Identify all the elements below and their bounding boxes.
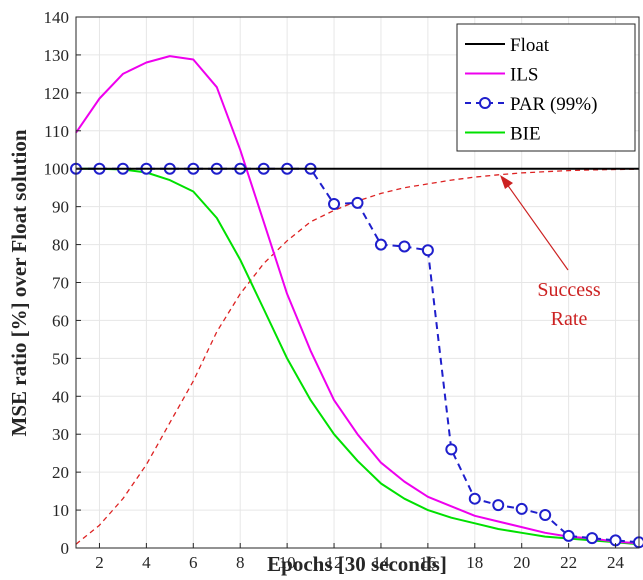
ticks: 2 4 6 8 10 12 14 16 18 20 22 2401020304050607080901… <box>44 8 625 572</box>
y-tick-label: 80 <box>52 236 69 255</box>
y-tick-label: 30 <box>52 425 69 444</box>
y-tick-label: 10 <box>52 501 69 520</box>
legend-box <box>456 23 636 152</box>
par-marker <box>468 492 481 505</box>
annotation-arrow-head <box>500 175 513 189</box>
x-tick-label: 12 <box>326 553 343 572</box>
legend: Float ILS PAR (99%) BIE <box>456 23 636 152</box>
x-axis-title: Epochs [30 seconds] <box>267 552 447 576</box>
x-tick-label: 4 <box>142 553 151 572</box>
x-tick-label: 2 <box>95 553 104 572</box>
x-tick-label: 18 <box>466 553 483 572</box>
par-marker <box>515 502 528 515</box>
par-marker <box>351 196 364 209</box>
y-tick-label: 100 <box>44 160 70 179</box>
series-line-1 <box>75 55 640 545</box>
y-tick-label: 140 <box>44 8 70 27</box>
legend-label: PAR (99%) <box>510 94 597 115</box>
y-tick-label: 70 <box>52 274 69 293</box>
y-axis-title: MSE ratio [%] over Float solution <box>7 129 31 436</box>
x-tick-label: 8 <box>236 553 245 572</box>
par-marker <box>421 244 434 257</box>
y-tick-label: 50 <box>52 349 69 368</box>
par-marker <box>562 529 575 542</box>
par-marker <box>328 197 341 210</box>
legend-label: BIE <box>510 124 541 145</box>
y-tick-label: 0 <box>61 539 70 558</box>
legend-label: ILS <box>510 65 539 86</box>
y-tick-label: 40 <box>52 387 69 406</box>
par-marker <box>398 240 411 253</box>
legend-label: Float <box>510 35 550 56</box>
series-line-3 <box>76 167 640 546</box>
annotation-arrow-line <box>503 179 569 271</box>
par-marker <box>492 499 505 512</box>
y-tick-label: 130 <box>44 46 70 65</box>
par-marker <box>374 238 387 251</box>
success-rate-annotation: Success Rate <box>500 175 601 330</box>
series-layer <box>70 55 643 549</box>
y-tick-label: 120 <box>44 84 70 103</box>
x-tick-label: 16 <box>419 553 436 572</box>
y-tick-label: 20 <box>52 463 69 482</box>
y-tick-label: 60 <box>52 311 69 330</box>
legend-marker <box>479 97 491 109</box>
x-tick-label: 6 <box>189 553 198 572</box>
x-tick-label: 20 <box>513 553 530 572</box>
par-marker <box>586 532 599 545</box>
x-tick-label: 22 <box>560 553 577 572</box>
par-marker <box>445 443 458 456</box>
par-marker <box>539 509 552 522</box>
annotation-line-2: Rate <box>551 308 588 330</box>
x-tick-label: 24 <box>607 553 625 572</box>
x-tick-label: 14 <box>372 553 390 572</box>
x-tick-label: 10 <box>279 553 296 572</box>
annotation-line-1: Success <box>537 279 601 301</box>
y-tick-label: 90 <box>52 198 69 217</box>
y-tick-label: 110 <box>44 122 69 141</box>
